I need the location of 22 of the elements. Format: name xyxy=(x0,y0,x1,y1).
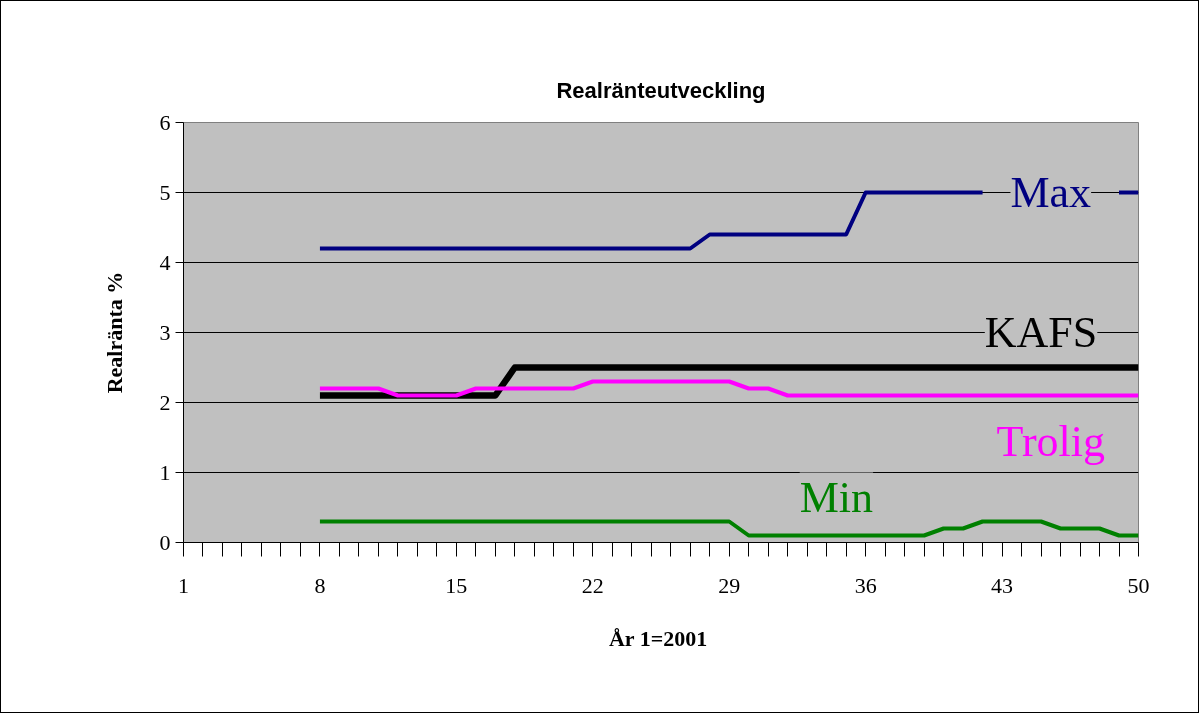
y-tick-label: 5 xyxy=(159,179,171,205)
series-label: KAFS xyxy=(984,308,1098,357)
x-tick-label: 50 xyxy=(1127,572,1150,598)
x-tick-label: 15 xyxy=(445,572,468,598)
y-tick-label: 2 xyxy=(159,389,171,415)
y-tick-label: 4 xyxy=(159,249,171,275)
x-tick-label: 8 xyxy=(314,572,326,598)
y-tick-label: 3 xyxy=(159,319,171,345)
x-tick-label: 22 xyxy=(581,572,604,598)
series-label: Max xyxy=(1010,168,1092,217)
chart-title: Realränteutveckling xyxy=(556,77,766,103)
series-label: Min xyxy=(799,472,874,522)
x-axis-title: År 1=2001 xyxy=(608,625,708,651)
y-axis-title: Realränta % xyxy=(101,271,127,394)
x-tick-label: 29 xyxy=(718,572,741,598)
x-tick-label: 1 xyxy=(178,572,189,598)
y-tick-label: 1 xyxy=(159,459,171,485)
series-label: Trolig xyxy=(996,416,1106,466)
y-tick-label: 6 xyxy=(159,109,171,135)
y-tick-label: 0 xyxy=(159,529,171,555)
x-tick-label: 36 xyxy=(854,572,877,598)
x-tick-label: 43 xyxy=(991,572,1014,598)
